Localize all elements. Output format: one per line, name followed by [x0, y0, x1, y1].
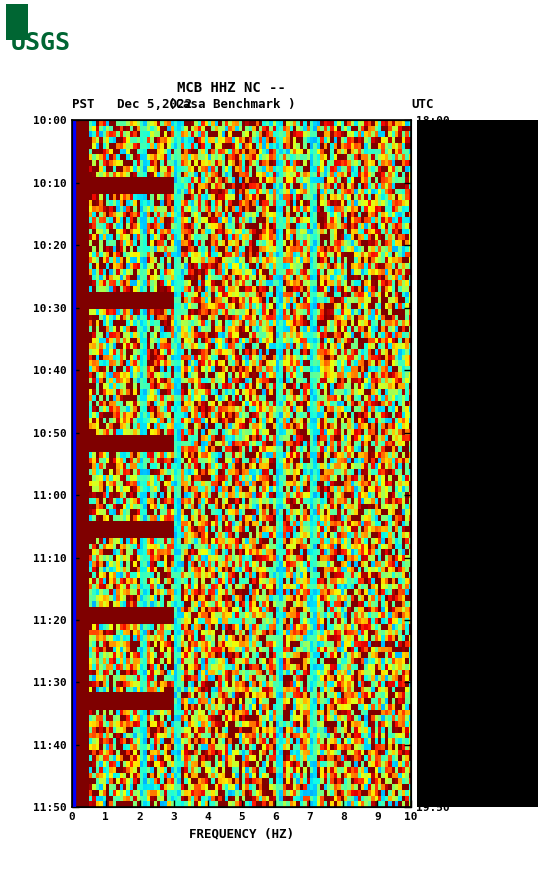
Text: UTC: UTC — [411, 97, 434, 111]
Text: USGS: USGS — [11, 31, 71, 55]
Text: MCB HHZ NC --: MCB HHZ NC -- — [177, 80, 286, 95]
Text: (Casa Benchmark ): (Casa Benchmark ) — [168, 97, 295, 111]
X-axis label: FREQUENCY (HZ): FREQUENCY (HZ) — [189, 828, 294, 840]
Text: PST   Dec 5,2022: PST Dec 5,2022 — [72, 97, 192, 111]
